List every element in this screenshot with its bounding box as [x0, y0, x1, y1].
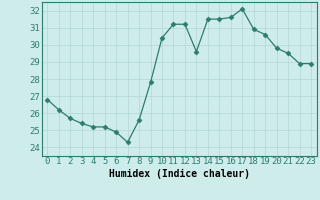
- X-axis label: Humidex (Indice chaleur): Humidex (Indice chaleur): [109, 169, 250, 179]
